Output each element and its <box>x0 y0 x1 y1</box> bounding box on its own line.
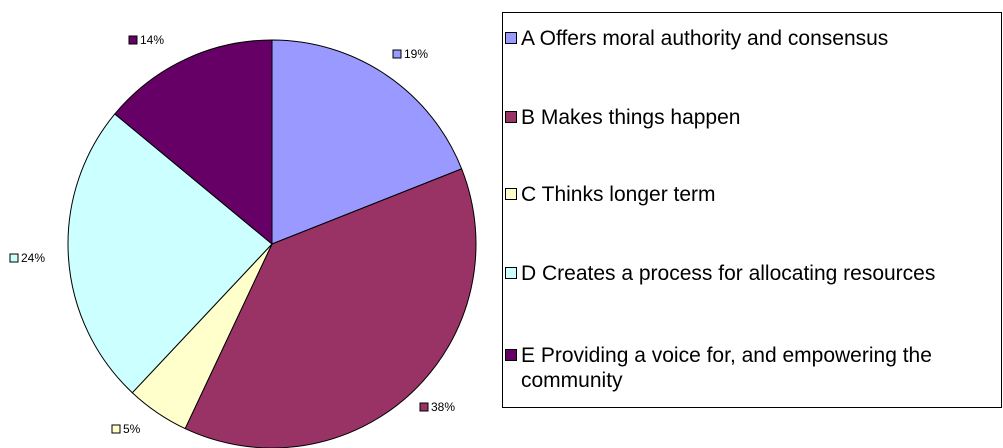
pie-slice-a <box>271 39 463 245</box>
data-label-text-c: 5% <box>123 422 141 436</box>
legend-swatch-e <box>505 349 517 361</box>
legend-label-c: C Thinks longer term <box>521 183 716 206</box>
data-label-swatch-c <box>111 424 121 434</box>
data-label-d: 24% <box>9 251 45 265</box>
legend-label-a: A Offers moral authority and consensus <box>521 27 889 50</box>
data-label-e: 14% <box>128 33 164 47</box>
data-label-text-e: 14% <box>140 33 164 47</box>
pie-chart-canvas: 19% 38% 5% 24% 14% <box>9 33 477 448</box>
data-label-swatch-a <box>392 49 402 59</box>
legend-swatch-d <box>505 267 517 279</box>
data-label-c: 5% <box>111 422 141 436</box>
data-label-text-d: 24% <box>21 251 45 265</box>
pie-slice-b <box>184 168 477 448</box>
pie-slice-e <box>114 39 273 245</box>
legend-label-d: D Creates a process for allocating resou… <box>521 262 936 285</box>
pie-slice-d <box>67 113 273 394</box>
data-label-swatch-b <box>419 402 429 412</box>
legend-label-b: B Makes things happen <box>521 106 741 129</box>
data-label-text-a: 19% <box>404 47 428 61</box>
data-label-text-b: 38% <box>431 400 455 414</box>
legend-swatch-c <box>505 188 517 200</box>
data-label-swatch-e <box>128 35 138 45</box>
chart-legend: A Offers moral authority and consensus B… <box>502 12 1002 408</box>
data-label-swatch-d <box>9 253 19 263</box>
legend-swatch-a <box>505 32 517 44</box>
legend-label-e: E Providing a voice for, and empowering … <box>521 344 932 392</box>
data-label-b: 38% <box>419 400 455 414</box>
data-label-a: 19% <box>392 47 428 61</box>
legend-swatch-b <box>505 111 517 123</box>
